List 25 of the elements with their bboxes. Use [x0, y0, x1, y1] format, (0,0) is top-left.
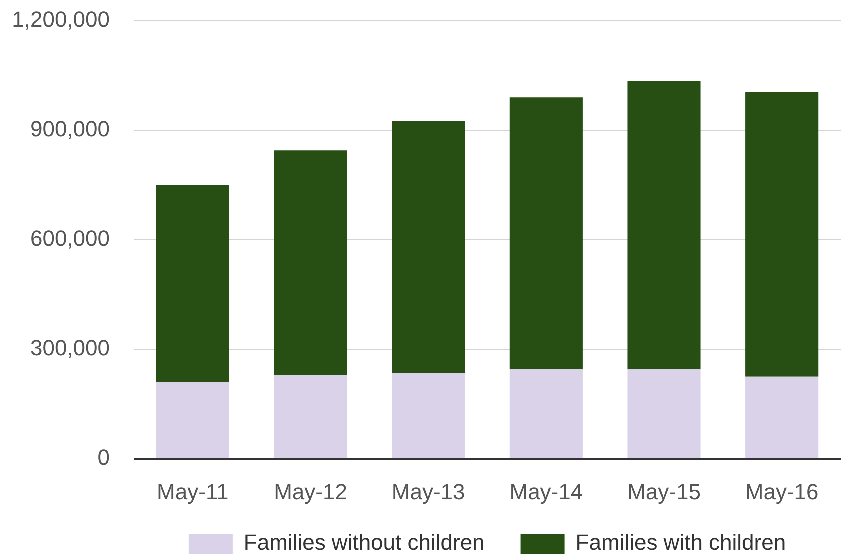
x-tick-label: May-14: [510, 479, 584, 504]
x-tick-label: May-15: [628, 479, 701, 504]
y-tick-label: 900,000: [30, 116, 110, 142]
y-tick-label: 600,000: [30, 226, 110, 252]
bar: [510, 370, 583, 458]
y-tick-label: 0: [98, 445, 110, 470]
bar: [628, 370, 701, 458]
bar: [156, 185, 230, 382]
bar: [274, 375, 348, 458]
bar: [274, 150, 348, 376]
x-tick-label: May-12: [274, 479, 348, 504]
y-tick-label: 300,000: [30, 336, 110, 361]
bar: [628, 81, 701, 370]
bar: [746, 376, 819, 458]
bar: [392, 121, 466, 374]
x-tick-label: May-16: [745, 479, 819, 504]
x-tick-label: May-11: [157, 479, 229, 504]
legend-label: Families with children: [576, 530, 786, 556]
bar: [510, 98, 583, 370]
legend-label: Families without children: [244, 530, 485, 556]
bar: [746, 92, 819, 377]
bar: [392, 373, 466, 458]
x-tick-label: May-13: [392, 479, 466, 504]
y-tick-label: 1,200,000: [12, 7, 110, 32]
bar: [156, 382, 230, 458]
